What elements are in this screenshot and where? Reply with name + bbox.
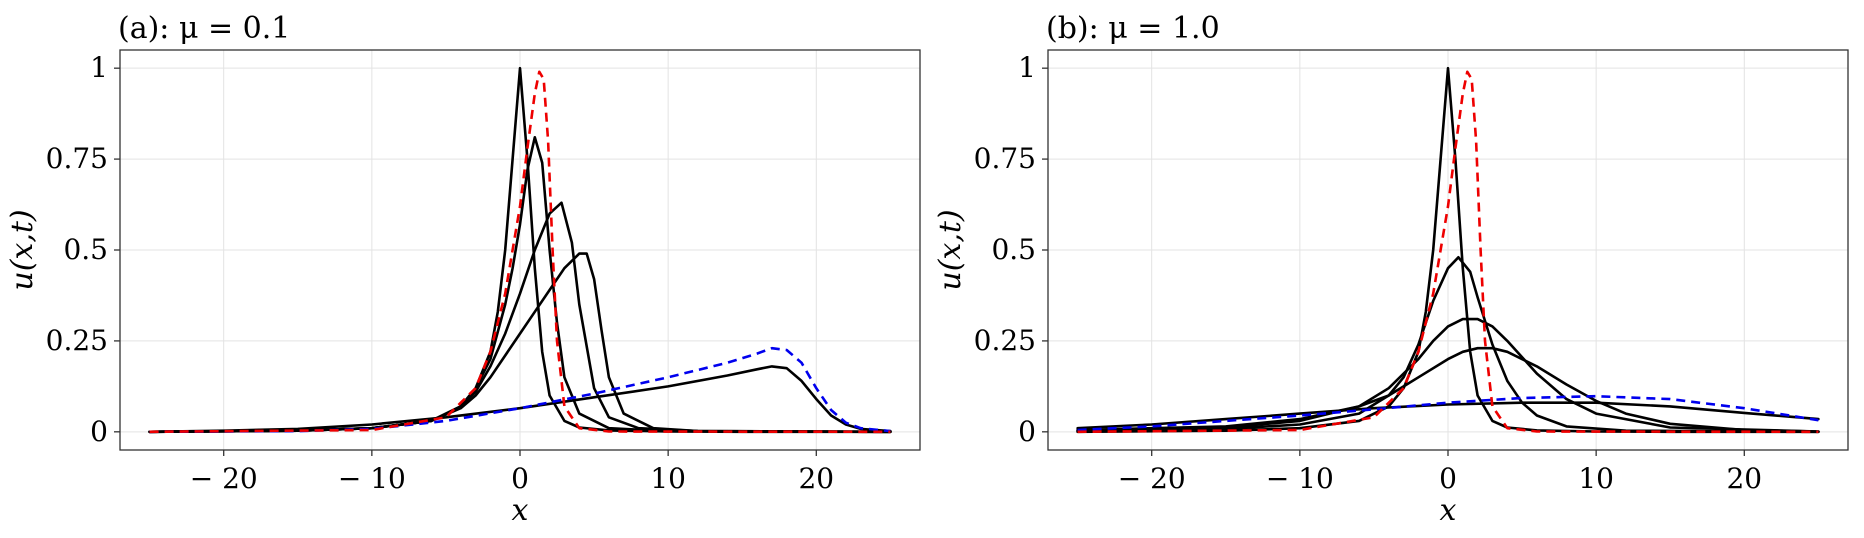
panel-a-plot-area	[148, 66, 892, 434]
panel-a-ytick-label-4: 1	[90, 51, 108, 84]
panel-a-ytick-label-3: 0.75	[46, 142, 108, 175]
panel-b-plot-area	[1076, 66, 1820, 434]
panel-a-x-axis-label: x	[512, 493, 529, 528]
panel-b-ytick-label-1: 0.25	[974, 324, 1036, 357]
panel-a-series-5	[149, 346, 891, 434]
panel-a-ytick-label-2: 0.5	[63, 233, 108, 266]
panel-b-xtick-label-3: 10	[1578, 462, 1614, 495]
panel-b-title: (b): μ = 1.0	[1046, 11, 1220, 46]
panel-a-series-4	[148, 365, 892, 434]
panel-b-ytick-label-3: 0.75	[974, 142, 1036, 175]
panel-b-xtick-label-1: − 10	[1266, 462, 1334, 495]
panel-b-series-1	[1076, 256, 1820, 434]
panel-a-title: (a): μ = 0.1	[118, 11, 290, 46]
panel-a-xtick-label-1: − 10	[338, 462, 406, 495]
panel-a-xtick-label-4: 20	[798, 462, 834, 495]
panel-b-series-0	[1076, 66, 1820, 434]
panel-a-xtick-label-2: 0	[511, 462, 529, 495]
panel-a-xtick-label-3: 10	[650, 462, 686, 495]
panel-a-y-axis-label: u(x,t)	[5, 209, 40, 290]
panel-a-series-6	[149, 70, 891, 434]
panel-b-y-axis-label: u(x,t)	[933, 209, 968, 290]
panel-b: (b): μ = 1.0 − 20 − 10 0 10 20 0 0.25 0.5 0.75 1 x…	[933, 11, 1849, 528]
panel-a: (a): μ = 0.1 − 20 − 10 0 10 20 0 0.25 0.5 0.75 1 x…	[5, 11, 921, 528]
panel-a-ytick-label-1: 0.25	[46, 324, 108, 357]
panel-b-series-4	[1076, 401, 1820, 430]
panel-b-series-6	[1077, 70, 1819, 434]
panel-b-series-3	[1076, 346, 1820, 433]
panel-b-ytick-label-4: 1	[1018, 51, 1036, 84]
panel-b-x-axis-label: x	[1440, 493, 1457, 528]
panel-b-xtick-label-0: − 20	[1118, 462, 1186, 495]
panel-b-ytick-label-0: 0	[1018, 415, 1036, 448]
panel-b-xtick-label-2: 0	[1439, 462, 1457, 495]
panel-b-series-5	[1077, 394, 1819, 432]
panel-a-ytick-label-0: 0	[90, 415, 108, 448]
panel-b-xtick-label-4: 20	[1726, 462, 1762, 495]
panel-a-xtick-label-0: − 20	[190, 462, 258, 495]
panel-b-ytick-label-2: 0.5	[991, 233, 1036, 266]
